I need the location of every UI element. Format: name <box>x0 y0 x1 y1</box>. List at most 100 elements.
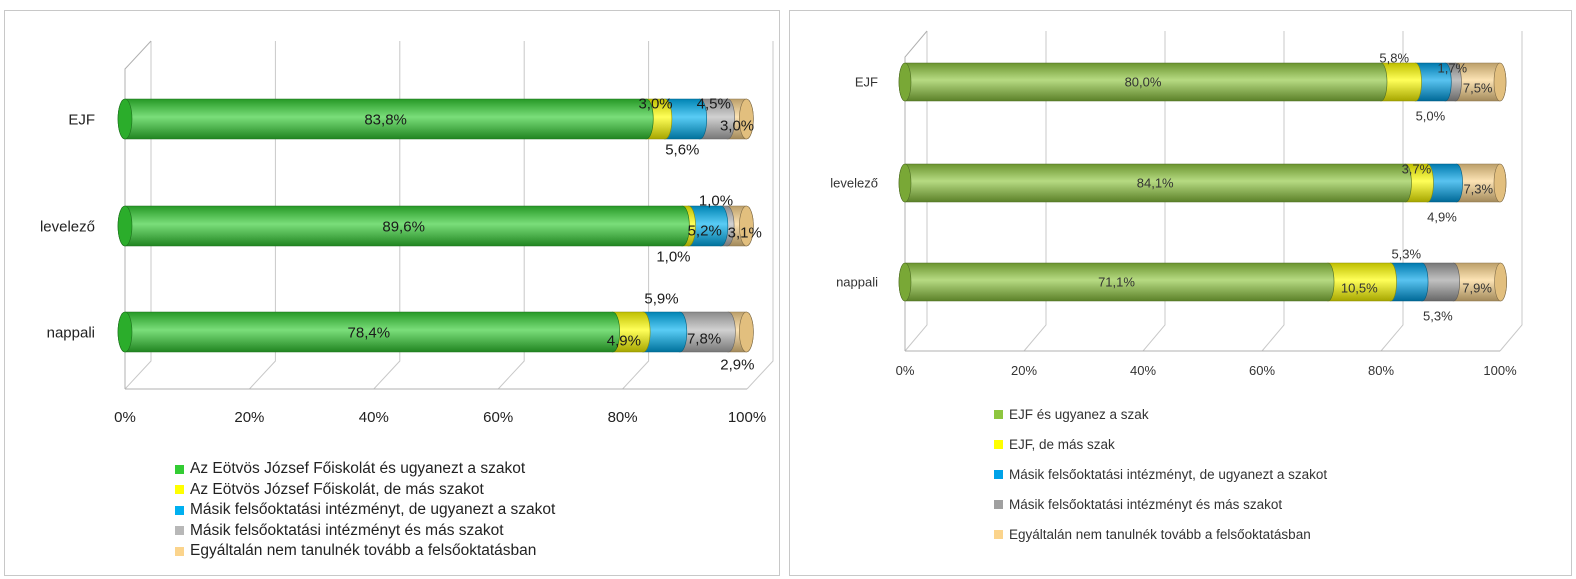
right-legend-label: Másik felsőoktatási intézményt, de ugyan… <box>1009 466 1328 482</box>
right-data-label: 5,3% <box>1423 309 1453 324</box>
left-bar-cap <box>117 311 133 353</box>
right-legend-item: EJF, de más szak <box>994 429 1327 459</box>
right-data-label: 5,0% <box>1416 109 1446 124</box>
left-legend-item: Az Eötvös József Főiskolát, de más szako… <box>175 480 555 501</box>
right-legend-label: Egyáltalán nem tanulnék tovább a felsőok… <box>1009 526 1311 542</box>
left-data-label: 78,4% <box>348 324 391 341</box>
left-data-label: 1,0% <box>656 248 690 265</box>
right-data-label: 7,3% <box>1463 182 1493 197</box>
left-legend-label: Az Eötvös József Főiskolát, de más szako… <box>190 480 484 498</box>
right-legend-label: Másik felsőoktatási intézményt és más sz… <box>1009 496 1283 512</box>
right-x-tick-label: 0% <box>896 363 915 378</box>
right-bar-end-cap <box>1494 262 1507 302</box>
right-legend-item: Másik felsőoktatási intézményt, de ugyan… <box>994 459 1327 489</box>
left-data-label: 83,8% <box>364 111 407 128</box>
right-data-label: 71,1% <box>1098 275 1135 290</box>
right-bar-cap <box>898 262 912 302</box>
left-x-tick-label: 100% <box>728 409 766 426</box>
left-data-label: 3,1% <box>728 224 762 241</box>
left-legend-item: Egyáltalán nem tanulnék tovább a felsőok… <box>175 541 555 562</box>
right-legend-item: EJF és ugyanez a szak <box>994 399 1327 429</box>
chart-panel-right: 0% 20% 40% 60% 80% 100% EJF 80,0% 5,8% 5,0% 1,7% 7,… <box>789 10 1572 576</box>
right-category-label: EJF <box>855 75 878 90</box>
right-data-label: 3,7% <box>1402 162 1432 177</box>
left-data-label: 3,0% <box>638 95 672 112</box>
left-data-label: 5,9% <box>644 290 678 307</box>
right-data-label: 1,7% <box>1437 61 1467 76</box>
left-x-tick-label: 80% <box>608 409 638 426</box>
right-data-label: 7,9% <box>1462 281 1492 296</box>
left-gridline <box>249 41 276 390</box>
left-category-label: EJF <box>68 111 95 128</box>
chart-right-legend: EJF és ugyanez a szak EJF, de más szak Más… <box>994 399 1327 549</box>
left-gridline <box>622 41 650 390</box>
left-legend-item: Másik felsőoktatási intézményt, de ugyan… <box>175 500 555 521</box>
left-data-label: 5,6% <box>665 141 699 158</box>
right-legend-swatch <box>994 469 1003 479</box>
right-bar-end-cap <box>1493 163 1507 203</box>
left-legend-label: Másik felsőoktatási intézményt, de ugyan… <box>190 501 556 519</box>
left-x-tick-label: 20% <box>234 409 264 426</box>
left-legend-label: Egyáltalán nem tanulnék tovább a felsőok… <box>190 542 537 560</box>
right-gridline <box>1142 31 1166 352</box>
right-legend-swatch <box>994 499 1003 509</box>
left-data-label: 3,0% <box>720 117 754 134</box>
left-bar-cap <box>117 205 133 247</box>
right-legend-label: EJF és ugyanez a szak <box>1009 406 1149 422</box>
right-x-tick-label: 100% <box>1483 363 1517 378</box>
right-bar-cap <box>898 62 912 102</box>
right-x-tick-label: 20% <box>1011 363 1037 378</box>
right-bar-end-cap <box>1493 62 1507 102</box>
right-legend-label: EJF, de más szak <box>1009 436 1115 452</box>
left-legend-swatch <box>175 546 184 556</box>
left-legend-item: Az Eötvös József Főiskolát és ugyanezt a… <box>175 459 555 480</box>
left-gridlines <box>124 41 774 390</box>
left-category-label: nappali <box>47 324 95 341</box>
right-legend-item: Másik felsőoktatási intézményt és más sz… <box>994 489 1327 519</box>
left-data-label: 1,0% <box>699 192 733 209</box>
right-category-label: nappali <box>836 275 878 290</box>
right-x-tick-label: 40% <box>1130 363 1156 378</box>
right-x-tick-label: 60% <box>1249 363 1275 378</box>
right-gridline <box>1499 31 1523 352</box>
left-data-label: 89,6% <box>382 218 425 235</box>
right-legend-item: Egyáltalán nem tanulnék tovább a felsőok… <box>994 519 1327 549</box>
right-data-label: 84,1% <box>1137 176 1174 191</box>
left-x-tick-label: 40% <box>359 409 389 426</box>
left-gridline <box>124 41 152 390</box>
chart-left-legend: Az Eötvös József Főiskolát és ugyanezt a… <box>175 459 555 562</box>
right-bar-cap <box>898 163 912 203</box>
left-data-label: 2,9% <box>720 356 754 373</box>
left-x-tick-label: 60% <box>483 409 513 426</box>
right-x-tick-label: 80% <box>1368 363 1394 378</box>
left-x-tick-label: 0% <box>114 409 136 426</box>
right-data-label: 10,5% <box>1341 281 1378 296</box>
left-side-wall <box>124 40 152 389</box>
left-legend-label: Az Eötvös József Főiskolát és ugyanezt a… <box>190 460 526 478</box>
left-gridline <box>746 41 774 390</box>
right-data-label: 5,8% <box>1379 51 1409 66</box>
left-gridline <box>373 41 401 390</box>
right-data-label: 80,0% <box>1125 75 1162 90</box>
left-data-label: 5,2% <box>688 222 722 239</box>
left-legend-swatch <box>175 526 184 536</box>
right-legend-swatch <box>994 409 1003 419</box>
right-data-label: 4,9% <box>1427 210 1457 225</box>
chart-left-plot: 0% 20% 40% 60% 80% 100% EJF 83,8% 3,0% 5,6% 4,5% 3,… <box>40 40 774 426</box>
right-legend-swatch <box>994 439 1003 449</box>
left-legend-item: Másik felsőoktatási intézményt és más sz… <box>175 521 555 542</box>
left-bar-end-cap <box>739 98 754 140</box>
left-legend-swatch <box>175 464 184 474</box>
left-legend-swatch <box>175 505 184 515</box>
left-data-label: 4,9% <box>607 332 641 349</box>
left-data-label: 4,5% <box>697 95 731 112</box>
chart-right-plot: 0% 20% 40% 60% 80% 100% EJF 80,0% 5,8% 5,0% 1,7% 7,… <box>830 30 1523 378</box>
right-legend-swatch <box>994 529 1003 539</box>
right-gridline <box>1261 31 1285 352</box>
left-bar-end-cap <box>739 311 754 353</box>
left-legend-swatch <box>175 485 184 495</box>
left-gridline <box>497 41 525 390</box>
right-category-label: levelező <box>830 176 878 191</box>
right-gridline <box>904 31 928 352</box>
left-data-label: 7,8% <box>687 330 721 347</box>
